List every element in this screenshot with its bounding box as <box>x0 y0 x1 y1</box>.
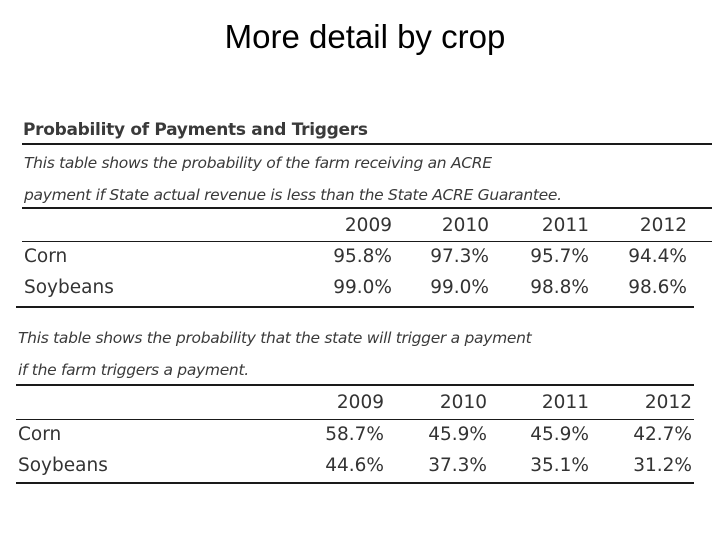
table1-caption-line1: This table shows the probability of the … <box>24 154 492 172</box>
table-row: Corn 58.7% 45.9% 45.9% 42.7% <box>18 424 694 454</box>
table1-col-2009: 2009 <box>344 215 392 236</box>
heading-rule <box>22 143 712 145</box>
table1-cell: 97.3% <box>430 246 489 267</box>
document-heading: Probability of Payments and Triggers <box>23 120 368 140</box>
table2-cell: 44.6% <box>325 455 384 476</box>
table1-header-row: 2009 2010 2011 2012 <box>24 215 694 245</box>
table1-row-label: Corn <box>24 246 68 267</box>
table1-cell: 98.8% <box>530 277 589 298</box>
table2-header-rule <box>16 384 694 386</box>
table2-col-2012: 2012 <box>644 392 692 413</box>
table2-cell: 31.2% <box>633 455 692 476</box>
table1-cell: 95.8% <box>333 246 392 267</box>
table2-bottom-rule <box>16 482 694 484</box>
table2-header-row: 2009 2010 2011 2012 <box>18 392 694 422</box>
table2-caption-line1: This table shows the probability that th… <box>18 329 532 347</box>
table-row: Soybeans 99.0% 99.0% 98.8% 98.6% <box>24 277 694 307</box>
table2-cell: 42.7% <box>633 424 692 445</box>
table2-row-label: Corn <box>18 424 62 445</box>
table2-col-2009: 2009 <box>336 392 384 413</box>
table1-cell: 98.6% <box>628 277 687 298</box>
table2-col-2011: 2011 <box>541 392 589 413</box>
table2-row-label: Soybeans <box>18 455 108 476</box>
table-row: Corn 95.8% 97.3% 95.7% 94.4% <box>24 246 694 276</box>
table2-column-rule <box>16 419 694 420</box>
table1-col-2011: 2011 <box>541 215 589 236</box>
table1-cell: 99.0% <box>430 277 489 298</box>
table1-cell: 95.7% <box>530 246 589 267</box>
table1-header-rule <box>22 207 712 209</box>
table2-cell: 35.1% <box>530 455 589 476</box>
table-row: Soybeans 44.6% 37.3% 35.1% 31.2% <box>18 455 694 485</box>
table1-bottom-rule <box>16 306 694 308</box>
table2-cell: 58.7% <box>325 424 384 445</box>
table2-cell: 45.9% <box>530 424 589 445</box>
table2-cell: 45.9% <box>428 424 487 445</box>
table1-row-label: Soybeans <box>24 277 114 298</box>
table1-col-2010: 2010 <box>441 215 489 236</box>
table2-cell: 37.3% <box>428 455 487 476</box>
table1-caption-line2: payment if State actual revenue is less … <box>24 186 562 204</box>
table2-col-2010: 2010 <box>439 392 487 413</box>
table1-cell: 99.0% <box>333 277 392 298</box>
table1-cell: 94.4% <box>628 246 687 267</box>
table1-col-2012: 2012 <box>639 215 687 236</box>
slide-title: More detail by crop <box>224 18 506 55</box>
table2-caption-line2: if the farm triggers a payment. <box>18 361 249 379</box>
table1-column-rule <box>22 241 712 242</box>
